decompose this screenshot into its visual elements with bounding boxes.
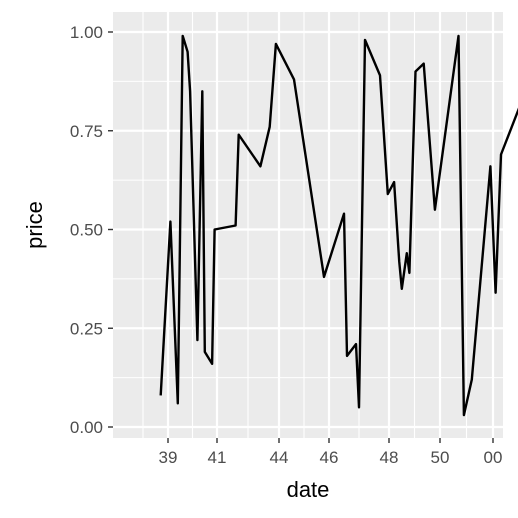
x-tick-label: 44 (270, 448, 289, 467)
y-axis-title: price (22, 201, 47, 249)
x-axis-tick-labels: 39 41 44 46 48 50 00 (159, 448, 503, 467)
x-tick-label: 50 (431, 448, 450, 467)
y-tick-label: 0.50 (70, 221, 103, 240)
x-tick-label: 39 (159, 448, 178, 467)
major-gridlines (113, 12, 503, 438)
x-axis-title: date (287, 477, 330, 502)
price-series-line (159, 34, 518, 417)
x-tick-label: 48 (380, 448, 399, 467)
y-tick-label: 0.75 (70, 122, 103, 141)
y-tick-label: 1.00 (70, 23, 103, 42)
x-tick-label: 00 (484, 448, 503, 467)
x-tick-label: 46 (320, 448, 339, 467)
x-tick-label: 41 (208, 448, 227, 467)
y-tick-label: 0.00 (70, 418, 103, 437)
axis-ticks (108, 31, 494, 443)
y-axis-tick-labels: 0.00 0.25 0.50 0.75 1.00 (70, 23, 103, 437)
y-tick-label: 0.25 (70, 319, 103, 338)
